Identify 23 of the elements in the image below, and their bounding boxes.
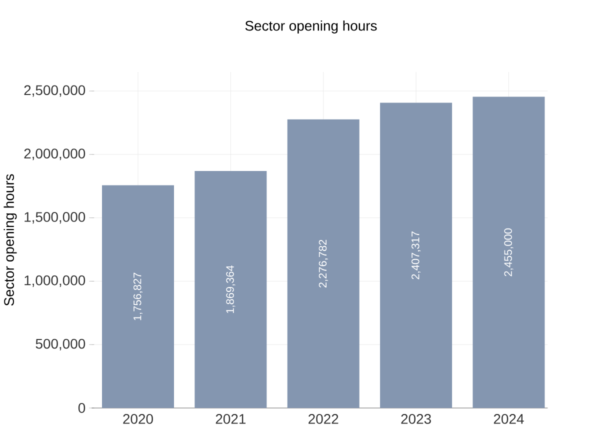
- x-tick-label: 2023: [401, 414, 431, 424]
- data-label: 2,407,317: [412, 232, 421, 280]
- x-tick-label: 2021: [216, 414, 246, 424]
- bar: [380, 102, 452, 408]
- y-axis-title: Sector opening hours: [4, 174, 17, 306]
- x-tick-label: 2022: [308, 414, 338, 424]
- chart-title: Sector opening hours: [245, 20, 377, 34]
- bar: [472, 96, 545, 408]
- y-tick-label: 2,000,000: [24, 148, 86, 160]
- data-label: 2,455,000: [504, 228, 514, 276]
- x-tick-label: 2020: [123, 414, 153, 424]
- y-tick-label: 1,000,000: [24, 275, 86, 287]
- bar: [102, 185, 174, 408]
- data-label: 2,276,782: [318, 240, 328, 288]
- bar: [287, 119, 360, 408]
- data-label: 1,869,364: [226, 265, 236, 314]
- bar: [194, 170, 267, 408]
- data-label: 1,756,827: [133, 272, 143, 320]
- y-tick-label: 2,500,000: [24, 85, 86, 97]
- y-tick-label: 500,000: [36, 338, 86, 350]
- x-tick-label: 2024: [494, 414, 524, 424]
- y-tick-label: 0: [78, 403, 86, 413]
- y-tick-label: 1,500,000: [24, 212, 86, 224]
